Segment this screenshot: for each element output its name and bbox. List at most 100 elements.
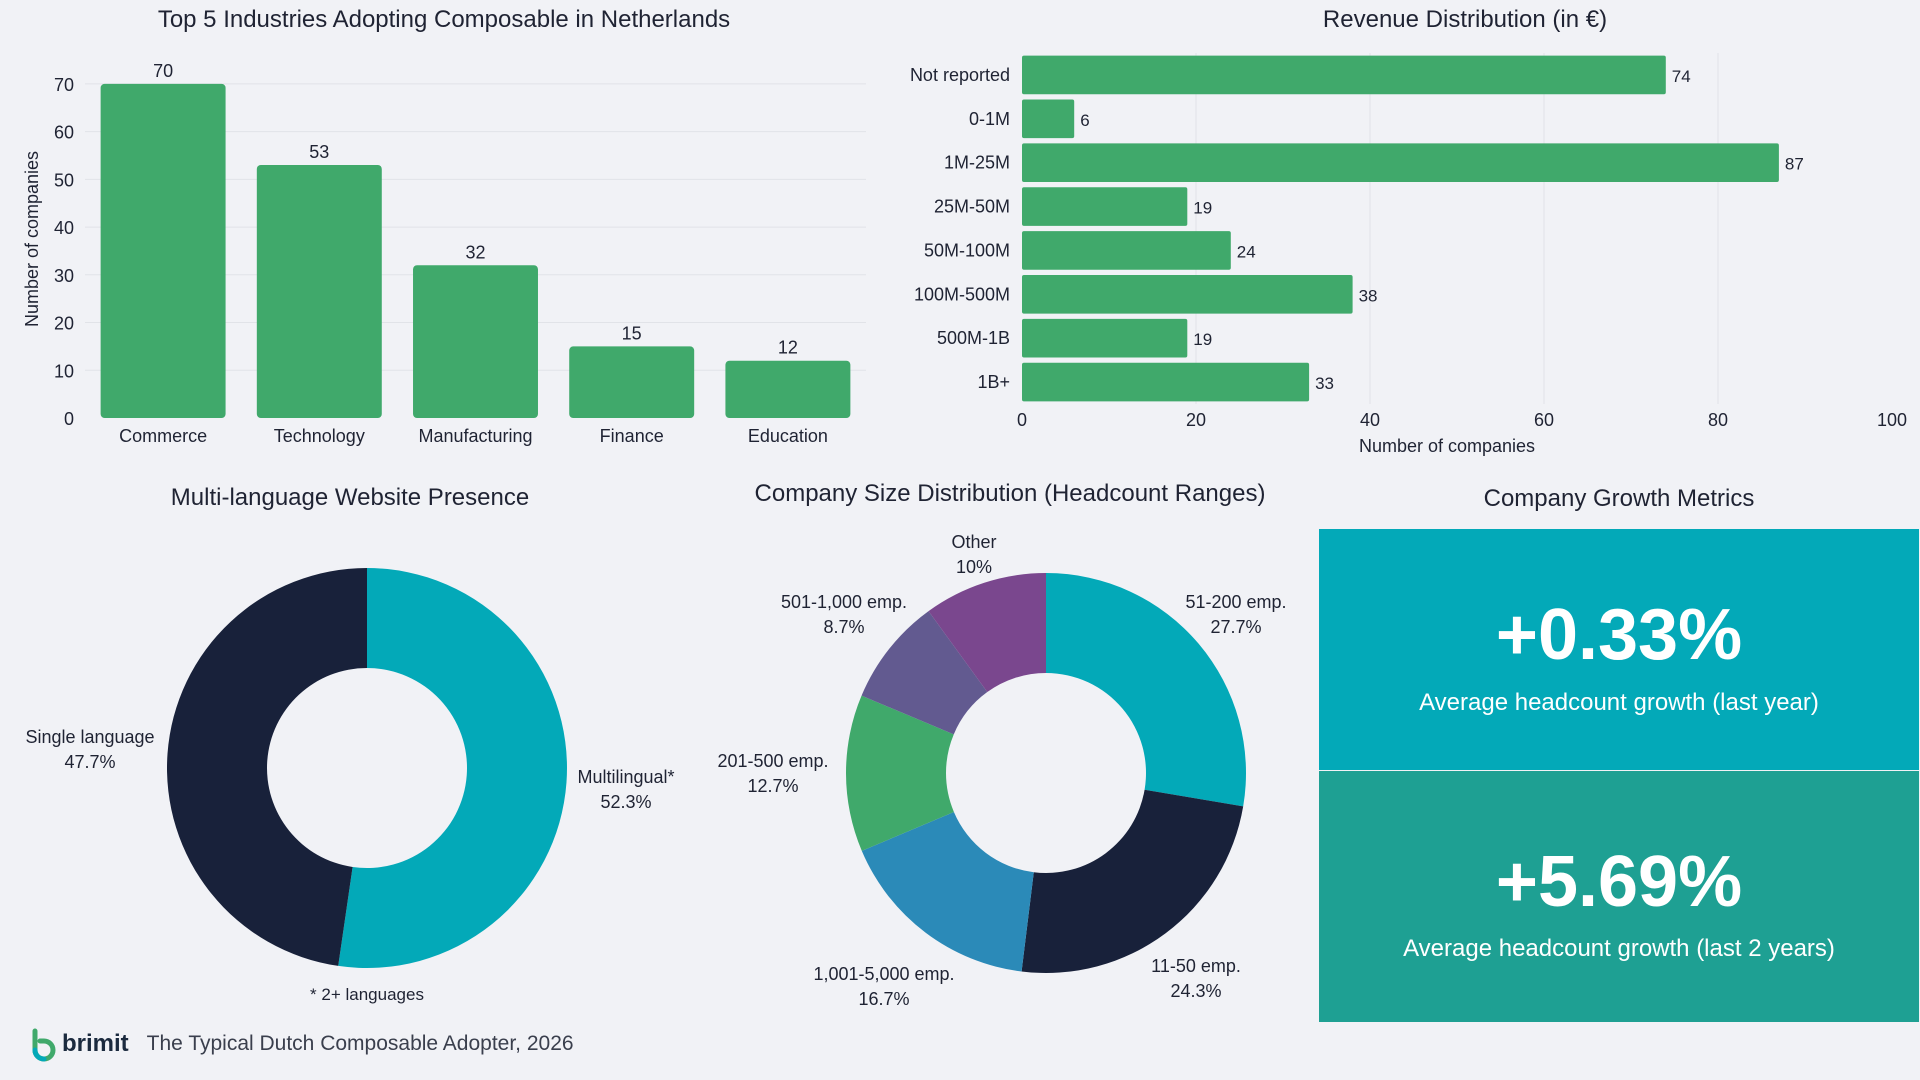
x-tick-label: Technology bbox=[274, 426, 365, 446]
y-tick-label: 50M-100M bbox=[924, 240, 1010, 260]
slice-name: Single language bbox=[25, 727, 154, 747]
x-tick-label: Finance bbox=[600, 426, 664, 446]
bar-value-label: 33 bbox=[1315, 374, 1334, 393]
slice-percent: 16.7% bbox=[858, 989, 909, 1009]
donut-slice bbox=[861, 811, 1034, 972]
slice-label: 51-200 emp. 27.7% bbox=[1185, 592, 1286, 637]
slice-percent: 47.7% bbox=[64, 752, 115, 772]
growth-label-two-years: Average headcount growth (last 2 years) bbox=[1403, 935, 1835, 962]
x-axis-label: Number of companies bbox=[1359, 436, 1535, 456]
y-tick-label: 0 bbox=[64, 409, 74, 429]
slice-name: 501-1,000 emp. bbox=[781, 592, 907, 612]
slice-name: 1,001-5,000 emp. bbox=[813, 964, 954, 984]
bar-value-label: 38 bbox=[1359, 286, 1378, 305]
slice-name: 51-200 emp. bbox=[1185, 592, 1286, 612]
y-tick-label: 30 bbox=[54, 266, 74, 286]
x-tick-label: 20 bbox=[1186, 410, 1206, 430]
donut-slice bbox=[928, 573, 1046, 693]
bar-value-label: 19 bbox=[1193, 330, 1212, 349]
language-chart-title: Multi-language Website Presence bbox=[170, 484, 530, 511]
slice-percent: 10% bbox=[956, 557, 992, 577]
bar bbox=[1022, 187, 1188, 226]
slice-label: Multilingual* 52.3% bbox=[577, 767, 674, 812]
bar bbox=[1022, 99, 1075, 139]
x-tick-label: 40 bbox=[1360, 410, 1380, 430]
brimit-logo-icon bbox=[32, 1028, 56, 1062]
bar bbox=[569, 346, 695, 418]
bar-value-label: 6 bbox=[1080, 111, 1089, 130]
bar-value-label: 70 bbox=[153, 61, 173, 81]
slice-name: Other bbox=[951, 532, 996, 552]
y-tick-label: 1B+ bbox=[977, 372, 1010, 392]
slice-name: Multilingual* bbox=[577, 767, 674, 787]
y-tick-label: 500M-1B bbox=[937, 328, 1010, 348]
slice-percent: 27.7% bbox=[1210, 617, 1261, 637]
size-chart-title: Company Size Distribution (Headcount Ran… bbox=[754, 480, 1266, 507]
bar bbox=[413, 265, 538, 418]
y-tick-label: 40 bbox=[54, 218, 74, 238]
donut-slice bbox=[846, 695, 954, 851]
bar bbox=[1022, 318, 1188, 358]
slice-percent: 52.3% bbox=[600, 792, 651, 812]
slice-label: 501-1,000 emp. 8.7% bbox=[781, 592, 907, 637]
brand-name: brimit bbox=[62, 1030, 129, 1057]
revenue-chart-title: Revenue Distribution (in €) bbox=[1322, 6, 1608, 33]
slice-percent: 24.3% bbox=[1170, 981, 1221, 1001]
bar-value-label: 12 bbox=[778, 338, 798, 358]
growth-value-two-years: +5.69% bbox=[1495, 842, 1743, 922]
bar-value-label: 53 bbox=[309, 142, 329, 162]
growth-metric-two-years: +5.69% Average headcount growth (last 2 … bbox=[1319, 771, 1919, 1022]
y-tick-label: 20 bbox=[54, 314, 74, 334]
y-tick-label: 70 bbox=[54, 75, 74, 95]
y-tick-label: 60 bbox=[54, 123, 74, 143]
x-tick-label: 60 bbox=[1534, 410, 1554, 430]
slice-percent: 12.7% bbox=[747, 776, 798, 796]
growth-value-last-year: +0.33% bbox=[1495, 595, 1743, 675]
bar bbox=[1022, 362, 1310, 402]
footer: brimit The Typical Dutch Composable Adop… bbox=[30, 1024, 574, 1064]
x-tick-label: 100 bbox=[1877, 410, 1907, 430]
y-axis-label: Number of companies bbox=[22, 151, 42, 327]
y-tick-label: 0-1M bbox=[969, 109, 1010, 129]
slice-label: Single language 47.7% bbox=[25, 727, 154, 772]
bar bbox=[1022, 143, 1779, 182]
industries-chart-title: Top 5 Industries Adopting Composable in … bbox=[157, 6, 731, 33]
slice-label: 11-50 emp. 24.3% bbox=[1151, 956, 1241, 1001]
bar-value-label: 74 bbox=[1672, 67, 1691, 86]
x-tick-label: 80 bbox=[1708, 410, 1728, 430]
footer-caption: The Typical Dutch Composable Adopter, 20… bbox=[146, 1032, 574, 1055]
donut-slice bbox=[1021, 789, 1244, 973]
slice-name: 11-50 emp. bbox=[1151, 956, 1241, 976]
x-tick-label: 0 bbox=[1017, 410, 1027, 430]
slice-label: Other 10% bbox=[951, 532, 996, 577]
slice-label: 201-500 emp. 12.7% bbox=[717, 751, 828, 796]
bar bbox=[1022, 55, 1666, 95]
x-tick-label: Manufacturing bbox=[418, 426, 532, 446]
donut-slice bbox=[166, 568, 367, 966]
donut-slice bbox=[1046, 573, 1246, 807]
growth-metric-last-year: +0.33% Average headcount growth (last ye… bbox=[1319, 529, 1919, 770]
bar bbox=[1022, 275, 1353, 314]
y-tick-label: 10 bbox=[54, 361, 74, 381]
bar-value-label: 24 bbox=[1237, 242, 1256, 261]
donut-slice bbox=[861, 611, 988, 735]
y-tick-label: 25M-50M bbox=[934, 197, 1010, 217]
slice-percent: 8.7% bbox=[823, 617, 864, 637]
growth-title: Company Growth Metrics bbox=[1483, 485, 1755, 512]
bar-value-label: 15 bbox=[622, 323, 642, 343]
growth-label-last-year: Average headcount growth (last year) bbox=[1419, 689, 1819, 716]
bar bbox=[1022, 231, 1231, 270]
slice-label: 1,001-5,000 emp. 16.7% bbox=[813, 964, 954, 1009]
bar-value-label: 32 bbox=[465, 242, 485, 262]
bar bbox=[725, 360, 851, 418]
slice-name: 201-500 emp. bbox=[717, 751, 828, 771]
x-tick-label: Education bbox=[748, 426, 828, 446]
bar-value-label: 19 bbox=[1193, 199, 1212, 218]
footnote: * 2+ languages bbox=[310, 985, 424, 1004]
donut-slice bbox=[338, 568, 567, 968]
bar-value-label: 87 bbox=[1785, 155, 1804, 174]
